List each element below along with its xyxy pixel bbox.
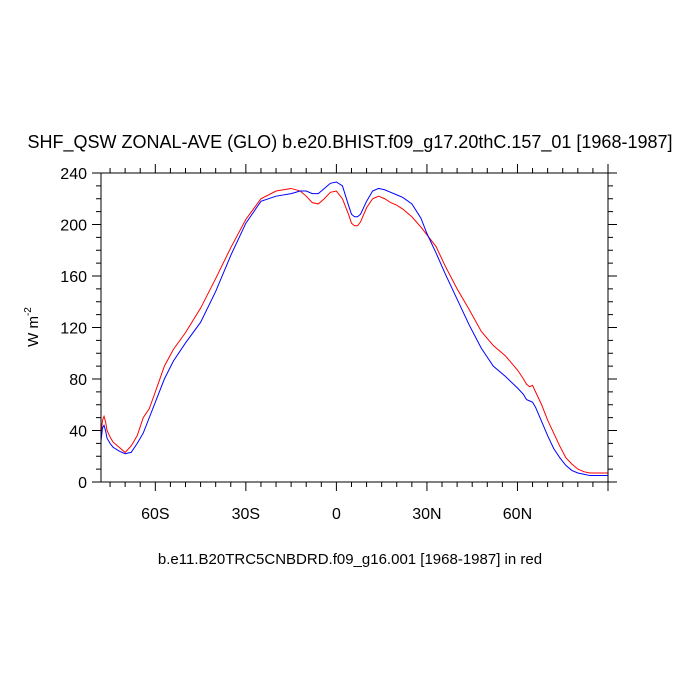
axis-ticks: 0 40 80 120 160 200 240 60S 30S 0 30N 60N <box>60 164 617 523</box>
y-tick-label: 40 <box>69 424 87 441</box>
x-tick-label: 60S <box>141 506 169 523</box>
y-tick-label: 200 <box>60 218 87 235</box>
y-axis-label: W m-2 <box>23 307 42 347</box>
plot-frame <box>100 172 609 483</box>
chart-title: SHF_QSW ZONAL-AVE (GLO) b.e20.BHIST.f09_… <box>27 132 672 153</box>
series-line-1 <box>100 187 608 474</box>
y-tick-label: 240 <box>60 166 87 183</box>
y-axis-label-superscript: -2 <box>23 307 34 316</box>
x-tick-label: 0 <box>332 506 341 523</box>
y-tick-label: 0 <box>78 475 87 492</box>
y-tick-label: 160 <box>60 269 87 286</box>
series-line-2 <box>100 181 608 477</box>
x-tick-label: 30N <box>412 506 441 523</box>
series-layer <box>100 181 608 477</box>
x-axis-label: b.e11.B20TRC5CNBDRD.f09_g16.001 [1968-19… <box>158 551 542 568</box>
y-tick-label: 80 <box>69 372 87 389</box>
x-tick-label: 60N <box>503 506 532 523</box>
y-tick-label: 120 <box>60 321 87 338</box>
x-tick-label: 30S <box>232 506 260 523</box>
y-axis-label-text: W m <box>25 316 42 347</box>
